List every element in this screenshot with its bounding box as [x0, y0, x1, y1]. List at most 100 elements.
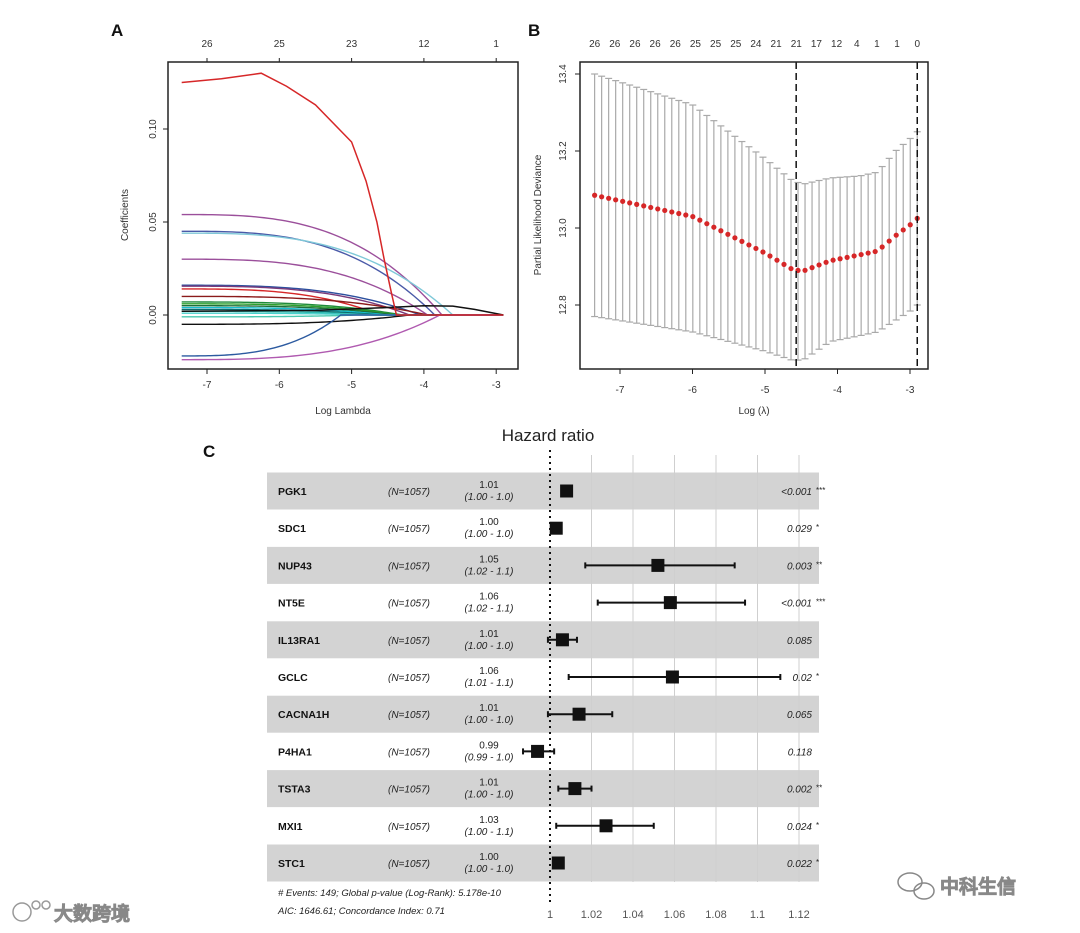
hazard-ratio-marker — [560, 484, 574, 498]
sample-size: (N=1057) — [388, 710, 430, 721]
row-band — [267, 770, 819, 808]
significance-stars: * — [816, 858, 819, 867]
x-axis-label-a: Log Lambda — [315, 406, 371, 417]
top-tick-label-a: 23 — [346, 39, 358, 50]
top-tick-label-b: 4 — [854, 39, 860, 50]
mean-point — [907, 222, 913, 228]
hazard-ratio-marker — [555, 633, 569, 647]
hazard-ratio-value: 1.00 — [479, 852, 499, 863]
p-value: 0.118 — [788, 747, 813, 758]
mean-point — [669, 209, 675, 215]
confidence-interval: (1.02 - 1.1) — [465, 566, 514, 577]
p-value: 0.02 — [793, 673, 813, 684]
hazard-ratio-value: 1.05 — [479, 554, 499, 565]
top-tick-label-b: 0 — [914, 39, 920, 50]
table-row: CACNA1H (N=1057) 1.01(1.00 - 1.0) 0.065 — [278, 703, 812, 726]
table-row: STC1 (N=1057) 1.00(1.00 - 1.0) 0.022 * — [278, 852, 819, 875]
sample-size: (N=1057) — [388, 785, 430, 796]
coefficient-path-15 — [181, 314, 504, 318]
table-row: MXI1 (N=1057) 1.03(1.00 - 1.1) 0.024 * — [278, 815, 819, 838]
gene-name: NT5E — [278, 598, 305, 610]
coefficient-path-10 — [181, 305, 504, 316]
significance-stars: *** — [816, 486, 825, 495]
top-tick-label-b: 26 — [589, 39, 601, 50]
hazard-ratio-value: 1.06 — [479, 592, 499, 603]
mean-point — [641, 203, 647, 209]
coefficient-path-3 — [181, 258, 504, 316]
mean-point — [781, 261, 787, 267]
confidence-interval: (1.00 - 1.0) — [465, 864, 514, 875]
confidence-interval: (1.00 - 1.1) — [465, 827, 514, 838]
top-tick-label-b: 1 — [894, 39, 900, 50]
p-value: 0.002 — [787, 785, 812, 796]
mean-point — [634, 201, 640, 207]
x-axis-label-b: Log (λ) — [738, 406, 769, 417]
sample-size: (N=1057) — [388, 747, 430, 758]
panel-label-a: A — [111, 21, 123, 40]
p-value: 0.065 — [787, 710, 812, 721]
mean-point — [592, 192, 598, 198]
top-tick-label-b: 24 — [750, 39, 762, 50]
confidence-interval: (1.00 - 1.0) — [465, 492, 514, 503]
mean-point — [606, 195, 612, 201]
table-row: GCLC (N=1057) 1.06(1.01 - 1.1) 0.02 * — [278, 666, 819, 689]
mean-point — [648, 204, 654, 211]
significance-stars: * — [816, 523, 819, 532]
y-axis-label-b: Partial Likelihood Deviance — [533, 154, 544, 275]
top-tick-label-b: 12 — [831, 39, 843, 50]
watermark-left: 大数跨境 — [12, 900, 130, 925]
plot-frame-b — [579, 61, 929, 370]
p-value: 0.029 — [787, 524, 812, 535]
mean-point — [732, 235, 738, 241]
table-row: IL13RA1 (N=1057) 1.01(1.00 - 1.0) 0.085 — [278, 629, 812, 652]
confidence-interval: (0.99 - 1.0) — [465, 752, 514, 763]
hazard-ratio-marker — [599, 819, 613, 833]
mean-point — [760, 249, 766, 255]
mean-point — [774, 257, 780, 263]
sample-size: (N=1057) — [388, 636, 430, 647]
hazard-ratio-value: 1.03 — [479, 815, 499, 826]
coefficient-path-8 — [181, 301, 504, 316]
confidence-interval: (1.00 - 1.0) — [465, 715, 514, 726]
table-row: PGK1 (N=1057) 1.01(1.00 - 1.0) <0.001 *** — [278, 480, 825, 503]
y-tick-label-b: 13.0 — [558, 218, 569, 238]
mean-point — [627, 200, 633, 206]
sample-size: (N=1057) — [388, 524, 430, 535]
top-tick-label-b: 21 — [791, 39, 803, 50]
x-tick-label-b: -5 — [761, 385, 770, 396]
x-tick-label-a: -4 — [419, 380, 428, 391]
significance-stars: ** — [816, 560, 822, 569]
coefficient-path-9 — [181, 303, 504, 316]
mean-point — [725, 231, 731, 237]
confidence-interval: (1.00 - 1.0) — [465, 641, 514, 652]
mean-point — [844, 254, 850, 260]
significance-stars: * — [816, 821, 819, 830]
mean-point — [802, 267, 808, 273]
x-tick-label-b: -6 — [688, 385, 697, 396]
coefficient-path-2 — [181, 232, 504, 316]
top-tick-label-a: 12 — [418, 39, 430, 50]
mean-point — [865, 250, 871, 256]
coefficient-path-6 — [181, 288, 504, 316]
gene-name: CACNA1H — [278, 709, 329, 721]
x-tick-label-c: 1.04 — [622, 909, 643, 921]
hazard-ratio-value: 1.01 — [479, 778, 499, 789]
coefficient-path-17 — [181, 314, 504, 357]
gene-name: STC1 — [278, 858, 305, 870]
gene-name: TSTA3 — [278, 784, 311, 796]
mean-point — [599, 194, 605, 200]
x-tick-label-b: -4 — [833, 385, 842, 396]
table-row: NT5E (N=1057) 1.06(1.02 - 1.1) <0.001 *** — [278, 592, 825, 615]
p-value: 0.022 — [787, 859, 812, 870]
p-value: 0.024 — [787, 822, 812, 833]
coefficient-path-16 — [181, 314, 504, 325]
y-axis-label-a: Coefficients — [120, 189, 131, 241]
forest-plot: Hazard ratio 1 1.02 1.04 1.06 1.08 1.1 1.12 PGK1… — [267, 426, 825, 921]
top-tick-label-b: 26 — [670, 39, 682, 50]
significance-stars: *** — [816, 598, 825, 607]
x-tick-label-a: -3 — [492, 380, 501, 391]
gene-name: SDC1 — [278, 523, 306, 535]
row-band — [267, 621, 819, 659]
hazard-ratio-value: 1.01 — [479, 629, 499, 640]
mean-point — [809, 265, 815, 271]
